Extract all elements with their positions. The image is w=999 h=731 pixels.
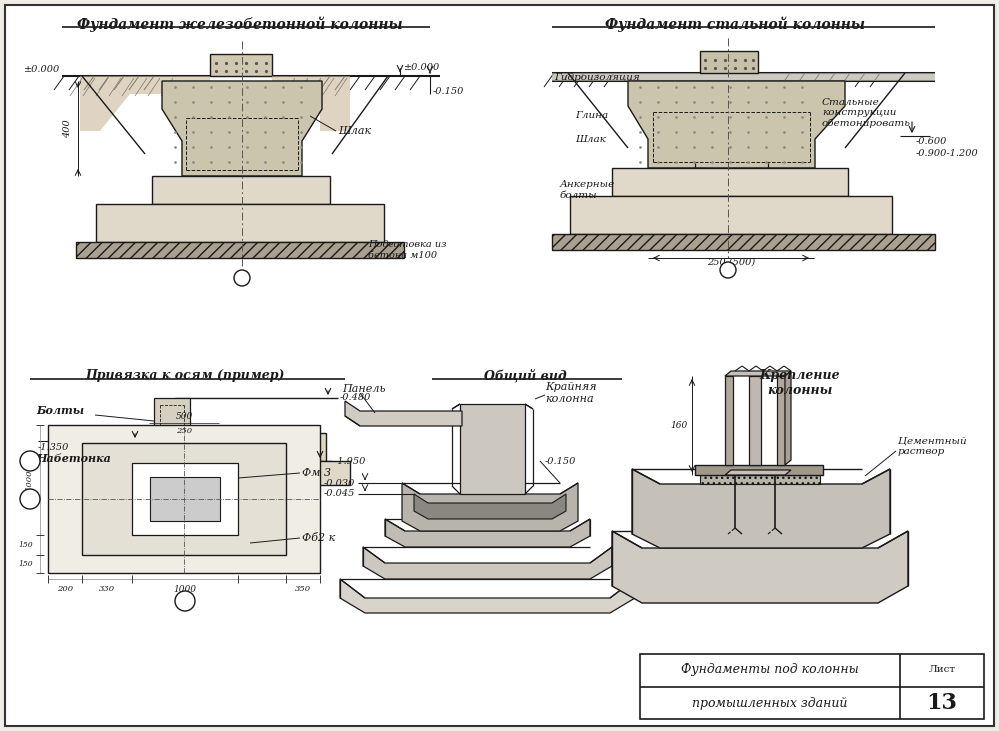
Text: Б: Б bbox=[26, 456, 34, 466]
Bar bbox=[210, 54, 272, 76]
Polygon shape bbox=[777, 376, 785, 465]
Text: Крепление
колонны: Крепление колонны bbox=[759, 369, 840, 397]
Text: 250: 250 bbox=[176, 427, 192, 435]
Text: Фм 3: Фм 3 bbox=[302, 468, 331, 478]
Text: Набетонка: Набетонка bbox=[36, 452, 111, 463]
Bar bbox=[150, 477, 220, 521]
Text: -0.150: -0.150 bbox=[433, 88, 465, 96]
Text: -0.045: -0.045 bbox=[324, 490, 355, 499]
Text: Стальные
конструкции
обетонировать: Стальные конструкции обетонировать bbox=[822, 98, 911, 128]
Bar bbox=[552, 73, 935, 81]
Text: Фб2 к: Фб2 к bbox=[302, 533, 336, 543]
Bar bbox=[112, 461, 350, 485]
Bar bbox=[132, 463, 238, 535]
Polygon shape bbox=[725, 470, 791, 475]
Bar bbox=[76, 242, 404, 258]
Text: Общий вид: Общий вид bbox=[484, 369, 566, 382]
Text: Фундаменты под колонны: Фундаменты под колонны bbox=[681, 662, 859, 675]
Text: Р: Р bbox=[26, 494, 34, 504]
Text: 200: 200 bbox=[57, 585, 73, 593]
Polygon shape bbox=[725, 371, 791, 376]
Bar bbox=[552, 234, 935, 250]
Text: 150: 150 bbox=[18, 560, 33, 568]
Text: 160: 160 bbox=[670, 422, 688, 431]
Bar bbox=[695, 465, 823, 475]
Text: Гидроизоляция: Гидроизоляция bbox=[554, 72, 639, 81]
Text: -0.480: -0.480 bbox=[340, 393, 372, 403]
Text: Шлак: Шлак bbox=[575, 135, 605, 143]
Text: Лист: Лист bbox=[928, 664, 956, 673]
Polygon shape bbox=[785, 371, 791, 465]
Text: -1.350: -1.350 bbox=[38, 443, 69, 452]
Text: 150: 150 bbox=[18, 541, 33, 549]
Text: 250 (500): 250 (500) bbox=[707, 258, 755, 267]
Polygon shape bbox=[272, 76, 350, 131]
Circle shape bbox=[20, 489, 40, 509]
Text: 1: 1 bbox=[182, 596, 189, 606]
Text: Фундамент железобетонной колонны: Фундамент железобетонной колонны bbox=[77, 17, 403, 32]
Bar bbox=[82, 443, 286, 555]
Polygon shape bbox=[414, 494, 566, 519]
Text: 1000: 1000 bbox=[25, 469, 33, 491]
Polygon shape bbox=[612, 531, 908, 603]
Bar bbox=[640, 654, 984, 719]
Text: -1.950: -1.950 bbox=[335, 456, 367, 466]
Bar bbox=[148, 433, 326, 461]
Text: Подготовка из
бетона м100: Подготовка из бетона м100 bbox=[368, 240, 447, 260]
Circle shape bbox=[20, 451, 40, 471]
Circle shape bbox=[175, 591, 195, 611]
Circle shape bbox=[720, 262, 736, 278]
Text: Панель: Панель bbox=[342, 384, 386, 394]
Polygon shape bbox=[402, 483, 578, 531]
Bar bbox=[96, 204, 384, 242]
Polygon shape bbox=[628, 81, 845, 168]
Text: промышленных зданий: промышленных зданий bbox=[692, 697, 848, 710]
Text: ±0.000: ±0.000 bbox=[24, 65, 60, 74]
Bar bbox=[152, 176, 330, 204]
Text: Фундамент стальной колонны: Фундамент стальной колонны bbox=[605, 17, 865, 32]
Text: -0.600: -0.600 bbox=[916, 137, 947, 146]
Bar bbox=[48, 425, 320, 573]
Bar bbox=[612, 168, 848, 196]
Text: Болты: Болты bbox=[36, 406, 84, 417]
Text: Крайняя
колонна: Крайняя колонна bbox=[545, 382, 596, 404]
Polygon shape bbox=[340, 579, 635, 613]
Text: 500: 500 bbox=[176, 412, 193, 421]
Circle shape bbox=[234, 270, 250, 286]
Text: Привязка к осям (пример): Привязка к осям (пример) bbox=[85, 369, 285, 382]
Text: 350: 350 bbox=[295, 585, 311, 593]
Text: 400: 400 bbox=[63, 120, 72, 138]
Bar bbox=[460, 404, 525, 494]
Polygon shape bbox=[632, 469, 890, 548]
Text: 1000: 1000 bbox=[174, 585, 197, 594]
Text: -0.150: -0.150 bbox=[545, 456, 576, 466]
Text: Шлак: Шлак bbox=[338, 126, 371, 136]
Polygon shape bbox=[749, 376, 761, 465]
Text: ±0.000: ±0.000 bbox=[404, 64, 441, 72]
Polygon shape bbox=[725, 376, 733, 465]
Bar bbox=[154, 398, 190, 443]
Bar bbox=[700, 51, 758, 73]
Polygon shape bbox=[80, 76, 210, 131]
Polygon shape bbox=[363, 547, 612, 579]
Text: Анкерные
болты: Анкерные болты bbox=[560, 181, 615, 200]
Text: -0.900-1.200: -0.900-1.200 bbox=[916, 149, 979, 158]
Text: 330: 330 bbox=[99, 585, 115, 593]
Text: Глина: Глина bbox=[575, 112, 608, 121]
Bar bbox=[570, 196, 892, 234]
Text: 13: 13 bbox=[926, 692, 957, 714]
Polygon shape bbox=[385, 519, 590, 547]
Text: Цементный
раствор: Цементный раствор bbox=[898, 436, 967, 455]
Polygon shape bbox=[162, 81, 322, 176]
Polygon shape bbox=[345, 401, 462, 426]
Bar bbox=[700, 475, 820, 484]
Text: -0.030: -0.030 bbox=[324, 479, 355, 488]
